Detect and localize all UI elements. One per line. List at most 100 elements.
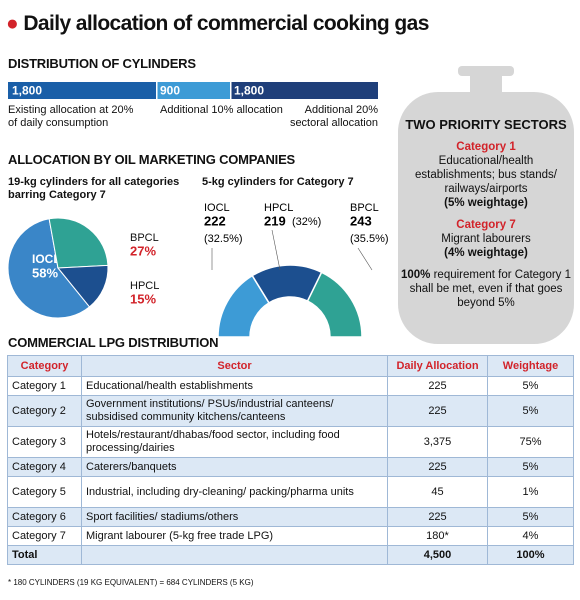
cylinder xyxy=(398,66,574,344)
value-label: 1,800 xyxy=(234,84,264,98)
table-cell: 5% xyxy=(487,457,574,477)
value-label: 900 xyxy=(160,84,180,98)
table-cell xyxy=(81,545,388,565)
table-cell: Hotels/restaurant/dhabas/food sector, in… xyxy=(81,426,388,458)
table-cell: Caterers/banquets xyxy=(81,457,388,477)
table-cell: 45 xyxy=(387,476,488,508)
donut-segment xyxy=(306,271,363,338)
slice-label: HPCL xyxy=(130,280,159,292)
table-row: Category 3 Hotels/restaurant/dhabas/food … xyxy=(7,426,574,458)
leader-line xyxy=(357,247,373,271)
footnote: * 180 CYLINDERS (19 KG EQUIVALENT) = 684… xyxy=(8,578,254,587)
table-row: Category 7 Migrant labourer (5-kg free tr… xyxy=(7,526,574,546)
priority-text: Migrant labourers xyxy=(441,233,531,245)
table-cell: 5% xyxy=(487,507,574,527)
segment-value: 243 xyxy=(350,213,372,228)
table-cell: Category 5 xyxy=(7,476,82,508)
table-cell: 4,500 xyxy=(387,545,488,565)
table-cell: Total xyxy=(7,545,82,565)
legend-entry: Existing allocation at 20% of daily cons… xyxy=(8,104,134,129)
priority-box: TWO PRIORITY SECTORS Category 1 Education… xyxy=(400,118,572,310)
column-header: Category xyxy=(7,355,82,377)
table-cell: Category 4 xyxy=(7,457,82,477)
table-cell: 180* xyxy=(387,526,488,546)
table-cell: Government institutions/ PSUs/industrial… xyxy=(81,395,388,427)
legend-entry: Additional 10% allocation xyxy=(160,104,283,116)
distribution-table: Category Sector Daily Allocation Weightage C… xyxy=(7,355,574,565)
table-cell: 225 xyxy=(387,507,488,527)
table-cell: Educational/health establishments xyxy=(81,376,388,396)
slice-value: 27% xyxy=(130,243,156,258)
legend-entry: Additional 20% sectoral allocation xyxy=(289,104,378,129)
pie-title: 19-kg cylinders for all categories barri… xyxy=(8,176,180,201)
segment-label: IOCL xyxy=(204,202,230,214)
bar-segment xyxy=(157,82,230,99)
donut-title: 5-kg cylinders for Category 7 xyxy=(202,176,354,188)
table-cell: Sport facilities/ stadiums/others xyxy=(81,507,388,527)
column-header: Weightage xyxy=(487,355,574,377)
priority-note: 100% requirement for Category 1 shall be… xyxy=(400,268,572,310)
table-cell: 225 xyxy=(387,376,488,396)
segment-share: (35.5%) xyxy=(350,233,389,245)
priority-title: TWO PRIORITY SECTORS xyxy=(405,117,567,132)
table-cell: Category 6 xyxy=(7,507,82,527)
slice-value: 58% xyxy=(32,265,58,280)
segment-value: 219 xyxy=(264,213,286,228)
pie-slice xyxy=(56,264,109,308)
bullet: ● xyxy=(6,12,19,35)
table-cell: Industrial, including dry-cleaning/ pack… xyxy=(81,476,388,508)
bar-segment xyxy=(231,82,378,99)
table-cell: Migrant labourer (5-kg free trade LPG) xyxy=(81,526,388,546)
cylinder-neck xyxy=(470,76,502,92)
table-cell: 1% xyxy=(487,476,574,508)
table-cell: 75% xyxy=(487,426,574,458)
table-row: Category 5 Industrial, including dry-clea… xyxy=(7,476,574,508)
note-bold: 100% xyxy=(400,269,431,281)
segment-label: HPCL xyxy=(264,202,293,214)
table-row: Category 6 Sport facilities/ stadiums/oth… xyxy=(7,507,574,527)
priority-text: Educational/health establishments; bus s… xyxy=(415,155,557,195)
segment-share: (32.5%) xyxy=(204,233,243,245)
segment-share: (32%) xyxy=(292,216,321,228)
pie-slice xyxy=(7,218,91,319)
priority-weight: (4% weightage) xyxy=(444,247,528,259)
slice-label: BPCL xyxy=(130,232,159,244)
column-header: Sector xyxy=(81,355,388,377)
table-cell: 4% xyxy=(487,526,574,546)
table-cell: 225 xyxy=(387,395,488,427)
table-row: Category 2 Government institutions/ PSUs/… xyxy=(7,395,574,427)
table-cell: 100% xyxy=(487,545,574,565)
segment-label: BPCL xyxy=(350,202,379,214)
slice-value: 15% xyxy=(130,291,156,306)
column-header: Daily Allocation xyxy=(387,355,488,377)
title-row: ● Daily allocation of commercial cooking… xyxy=(6,12,429,36)
cylinder-handle xyxy=(458,66,514,76)
page-title: Daily allocation of commercial cooking g… xyxy=(23,12,429,35)
priority-items: Category 1 Educational/health establishme… xyxy=(400,140,572,260)
table-cell: 3,375 xyxy=(387,426,488,458)
header-row: Category Sector Daily Allocation Weightage xyxy=(7,355,574,377)
note-text: requirement for Category 1 shall be met,… xyxy=(409,269,572,309)
total-row: Total 4,500 100% xyxy=(7,545,574,565)
section-heading: DISTRIBUTION OF CYLINDERS xyxy=(8,56,196,71)
cylinder-body xyxy=(398,92,574,344)
section-heading: ALLOCATION BY OIL MARKETING COMPANIES xyxy=(8,152,296,167)
table-cell: Category 2 xyxy=(7,395,82,427)
table-cell: 5% xyxy=(487,376,574,396)
leader-line xyxy=(271,229,281,271)
priority-weight: (5% weightage) xyxy=(444,197,528,209)
table-cell: Category 7 xyxy=(7,526,82,546)
table-row: Category 4 Caterers/banquets 225 5% xyxy=(7,457,574,477)
segment-value: 222 xyxy=(204,213,226,228)
table-cell: Category 3 xyxy=(7,426,82,458)
priority-label: Category 1 xyxy=(456,141,516,153)
value-label: 1,800 xyxy=(12,84,42,98)
table-cell: Category 1 xyxy=(7,376,82,396)
priority-label: Category 7 xyxy=(456,219,516,231)
table-cell: 225 xyxy=(387,457,488,477)
table-cell: 5% xyxy=(487,395,574,427)
slice-label: IOCL xyxy=(32,252,61,266)
bar-segment xyxy=(8,82,156,99)
